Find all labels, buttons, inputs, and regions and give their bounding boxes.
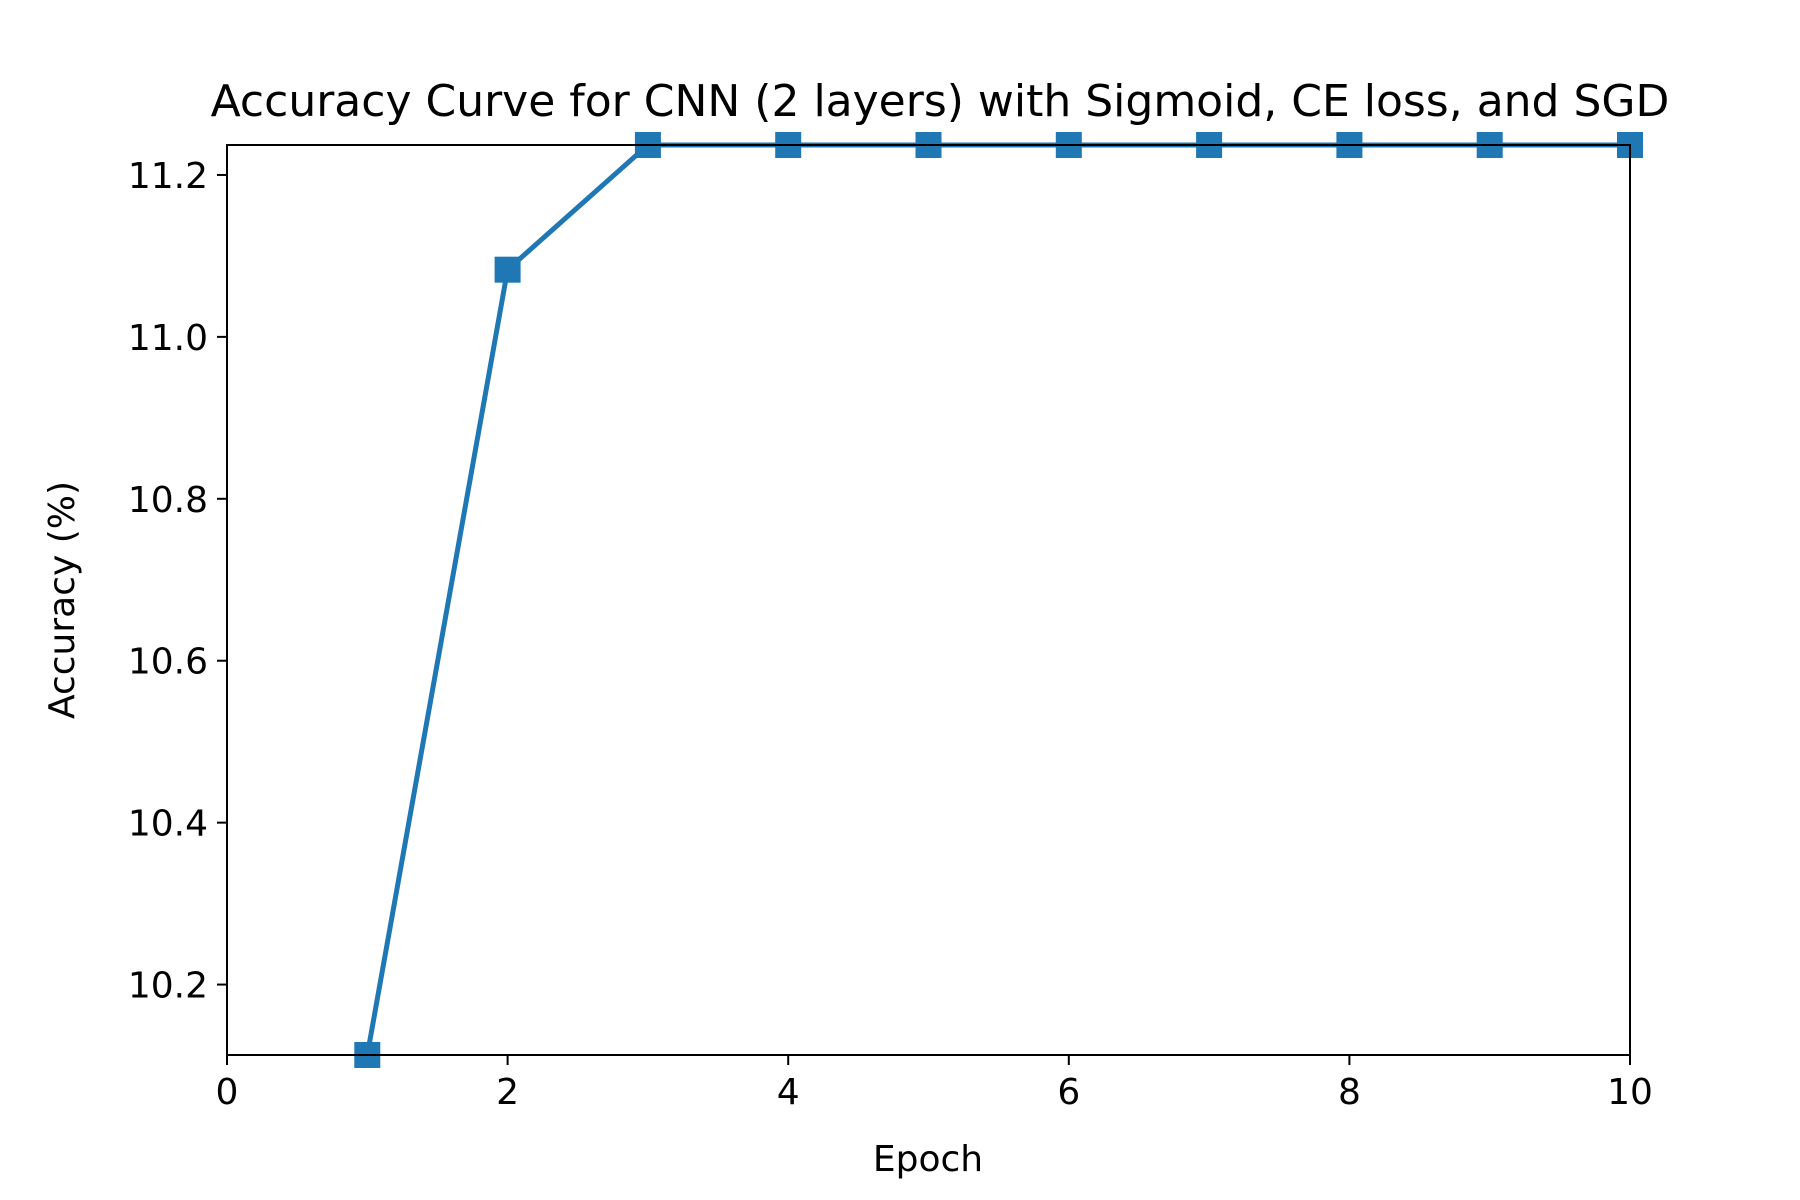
x-tick-label: 2: [496, 1072, 519, 1113]
y-tick-label: 10.8: [128, 480, 208, 521]
plot-frame: [226, 144, 1631, 1056]
y-axis-ticks: 10.2 10.4 10.6 10.8 11.0 11.2: [128, 156, 227, 1007]
data-point-marker: [494, 256, 521, 283]
x-tick-label: 0: [216, 1072, 239, 1113]
y-tick-label: 11.0: [128, 318, 208, 359]
x-tick-label: 6: [1057, 1072, 1080, 1113]
plot-area: [227, 145, 1630, 1055]
y-tick-label: 10.2: [128, 966, 208, 1007]
y-tick-label: 10.6: [128, 642, 208, 683]
y-axis-label: Accuracy (%): [42, 481, 83, 719]
y-tick-label: 10.4: [128, 804, 208, 845]
x-tick-label: 8: [1338, 1072, 1361, 1113]
chart-title: Accuracy Curve for CNN (2 layers) with S…: [211, 76, 1670, 127]
y-tick-label: 11.2: [128, 156, 208, 197]
x-tick-label: 10: [1607, 1072, 1653, 1113]
x-axis-ticks: 0 2 4 6 8 10: [216, 1055, 1653, 1113]
x-axis-label: Epoch: [873, 1139, 983, 1180]
x-tick-label: 4: [777, 1072, 800, 1113]
